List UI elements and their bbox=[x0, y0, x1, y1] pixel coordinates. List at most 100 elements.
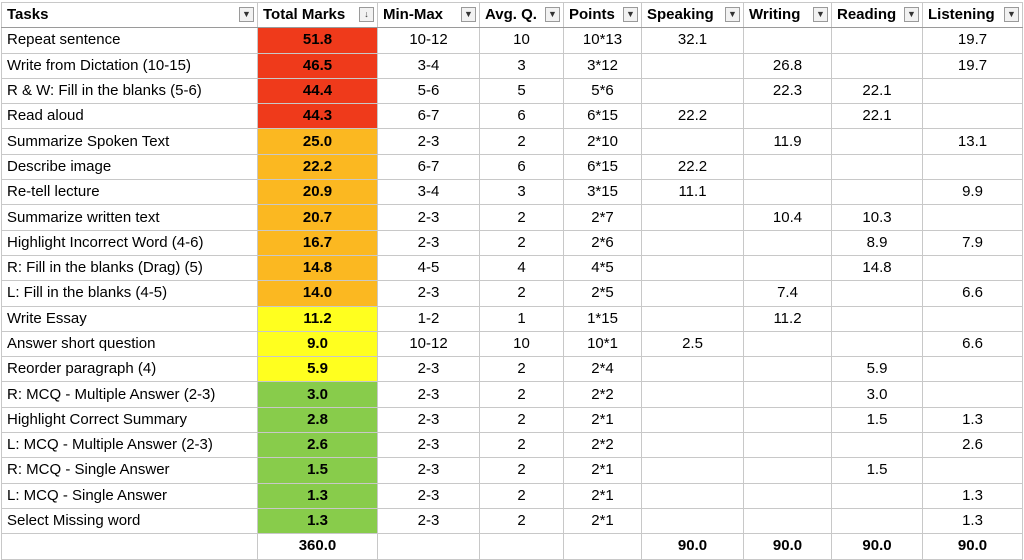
speaking-cell[interactable] bbox=[641, 254, 744, 282]
task-cell[interactable]: Write from Dictation (10-15) bbox=[1, 52, 258, 79]
points-cell[interactable]: 2*10 bbox=[563, 128, 642, 155]
total-marks-cell[interactable]: 25.0 bbox=[257, 128, 378, 155]
total-marks-cell[interactable]: 1.3 bbox=[257, 507, 378, 535]
min-max-cell[interactable]: 1-2 bbox=[377, 305, 480, 332]
min-max-cell[interactable]: 2-3 bbox=[377, 381, 480, 408]
listening-cell[interactable] bbox=[922, 77, 1023, 105]
points-cell[interactable]: 6*15 bbox=[563, 153, 642, 181]
avg-q-cell[interactable]: 2 bbox=[479, 457, 564, 484]
speaking-cell[interactable]: 32.1 bbox=[641, 27, 744, 54]
speaking-cell[interactable]: 22.2 bbox=[641, 153, 744, 181]
listening-sum-cell[interactable]: 90.0 bbox=[922, 533, 1023, 560]
speaking-cell[interactable]: 2.5 bbox=[641, 330, 744, 358]
listening-cell[interactable]: 1.3 bbox=[922, 482, 1023, 509]
task-cell[interactable]: R: MCQ - Multiple Answer (2-3) bbox=[1, 381, 258, 408]
avg-q-cell[interactable]: 2 bbox=[479, 128, 564, 155]
reading-sum-cell[interactable]: 90.0 bbox=[831, 533, 923, 560]
column-header-total-marks[interactable]: Total Marks ↓ bbox=[257, 1, 378, 29]
listening-cell[interactable] bbox=[922, 204, 1023, 231]
totals-blank-cell[interactable] bbox=[377, 533, 480, 560]
min-max-cell[interactable]: 2-3 bbox=[377, 356, 480, 383]
min-max-cell[interactable]: 6-7 bbox=[377, 103, 480, 130]
total-marks-cell[interactable]: 20.9 bbox=[257, 179, 378, 206]
total-marks-cell[interactable]: 1.5 bbox=[257, 457, 378, 484]
avg-q-cell[interactable]: 1 bbox=[479, 305, 564, 332]
points-cell[interactable]: 3*12 bbox=[563, 52, 642, 79]
points-cell[interactable]: 2*1 bbox=[563, 507, 642, 535]
reading-cell[interactable] bbox=[831, 330, 923, 358]
filter-dropdown-icon[interactable]: ▼ bbox=[545, 7, 560, 22]
reading-cell[interactable] bbox=[831, 305, 923, 332]
min-max-cell[interactable]: 4-5 bbox=[377, 254, 480, 282]
task-cell[interactable]: Highlight Correct Summary bbox=[1, 406, 258, 434]
avg-q-cell[interactable]: 6 bbox=[479, 153, 564, 181]
total-marks-cell[interactable]: 16.7 bbox=[257, 229, 378, 256]
speaking-cell[interactable]: 22.2 bbox=[641, 103, 744, 130]
writing-cell[interactable] bbox=[743, 457, 832, 484]
total-marks-cell[interactable]: 22.2 bbox=[257, 153, 378, 181]
listening-cell[interactable]: 19.7 bbox=[922, 52, 1023, 79]
total-marks-sum-cell[interactable]: 360.0 bbox=[257, 533, 378, 560]
writing-cell[interactable] bbox=[743, 356, 832, 383]
total-marks-cell[interactable]: 51.8 bbox=[257, 27, 378, 54]
listening-cell[interactable]: 13.1 bbox=[922, 128, 1023, 155]
avg-q-cell[interactable]: 10 bbox=[479, 27, 564, 54]
reading-cell[interactable] bbox=[831, 280, 923, 307]
writing-cell[interactable] bbox=[743, 179, 832, 206]
filter-dropdown-icon[interactable]: ▼ bbox=[904, 7, 919, 22]
task-cell[interactable]: Re-tell lecture bbox=[1, 179, 258, 206]
avg-q-cell[interactable]: 2 bbox=[479, 381, 564, 408]
writing-cell[interactable] bbox=[743, 330, 832, 358]
total-marks-cell[interactable]: 44.3 bbox=[257, 103, 378, 130]
filter-dropdown-icon[interactable]: ▼ bbox=[725, 7, 740, 22]
writing-cell[interactable]: 10.4 bbox=[743, 204, 832, 231]
speaking-sum-cell[interactable]: 90.0 bbox=[641, 533, 744, 560]
task-cell[interactable]: Highlight Incorrect Word (4-6) bbox=[1, 229, 258, 256]
avg-q-cell[interactable]: 2 bbox=[479, 356, 564, 383]
task-cell[interactable]: Repeat sentence bbox=[1, 27, 258, 54]
writing-cell[interactable]: 26.8 bbox=[743, 52, 832, 79]
points-cell[interactable]: 10*1 bbox=[563, 330, 642, 358]
min-max-cell[interactable]: 10-12 bbox=[377, 27, 480, 54]
writing-cell[interactable]: 11.9 bbox=[743, 128, 832, 155]
reading-cell[interactable] bbox=[831, 153, 923, 181]
filter-dropdown-icon[interactable]: ▼ bbox=[813, 7, 828, 22]
reading-cell[interactable]: 22.1 bbox=[831, 103, 923, 130]
listening-cell[interactable]: 1.3 bbox=[922, 406, 1023, 434]
reading-cell[interactable]: 5.9 bbox=[831, 356, 923, 383]
column-header-tasks[interactable]: Tasks ▼ bbox=[1, 1, 258, 29]
listening-cell[interactable] bbox=[922, 381, 1023, 408]
listening-cell[interactable]: 6.6 bbox=[922, 330, 1023, 358]
total-marks-cell[interactable]: 1.3 bbox=[257, 482, 378, 509]
total-marks-cell[interactable]: 3.0 bbox=[257, 381, 378, 408]
reading-cell[interactable]: 14.8 bbox=[831, 254, 923, 282]
points-cell[interactable]: 3*15 bbox=[563, 179, 642, 206]
listening-cell[interactable] bbox=[922, 457, 1023, 484]
avg-q-cell[interactable]: 3 bbox=[479, 52, 564, 79]
min-max-cell[interactable]: 6-7 bbox=[377, 153, 480, 181]
points-cell[interactable]: 10*13 bbox=[563, 27, 642, 54]
total-marks-cell[interactable]: 9.0 bbox=[257, 330, 378, 358]
listening-cell[interactable] bbox=[922, 254, 1023, 282]
task-cell[interactable]: Summarize written text bbox=[1, 204, 258, 231]
listening-cell[interactable]: 9.9 bbox=[922, 179, 1023, 206]
writing-cell[interactable]: 22.3 bbox=[743, 77, 832, 105]
points-cell[interactable]: 2*2 bbox=[563, 381, 642, 408]
speaking-cell[interactable] bbox=[641, 507, 744, 535]
sort-descending-icon[interactable]: ↓ bbox=[359, 7, 374, 22]
listening-cell[interactable] bbox=[922, 356, 1023, 383]
total-marks-cell[interactable]: 2.6 bbox=[257, 432, 378, 459]
total-marks-cell[interactable]: 20.7 bbox=[257, 204, 378, 231]
task-cell[interactable]: L: MCQ - Single Answer bbox=[1, 482, 258, 509]
min-max-cell[interactable]: 3-4 bbox=[377, 179, 480, 206]
avg-q-cell[interactable]: 3 bbox=[479, 179, 564, 206]
points-cell[interactable]: 2*5 bbox=[563, 280, 642, 307]
points-cell[interactable]: 2*1 bbox=[563, 457, 642, 484]
writing-cell[interactable] bbox=[743, 432, 832, 459]
task-cell[interactable]: Reorder paragraph (4) bbox=[1, 356, 258, 383]
avg-q-cell[interactable]: 2 bbox=[479, 229, 564, 256]
speaking-cell[interactable] bbox=[641, 128, 744, 155]
min-max-cell[interactable]: 2-3 bbox=[377, 280, 480, 307]
reading-cell[interactable] bbox=[831, 482, 923, 509]
totals-blank-cell[interactable] bbox=[1, 533, 258, 560]
